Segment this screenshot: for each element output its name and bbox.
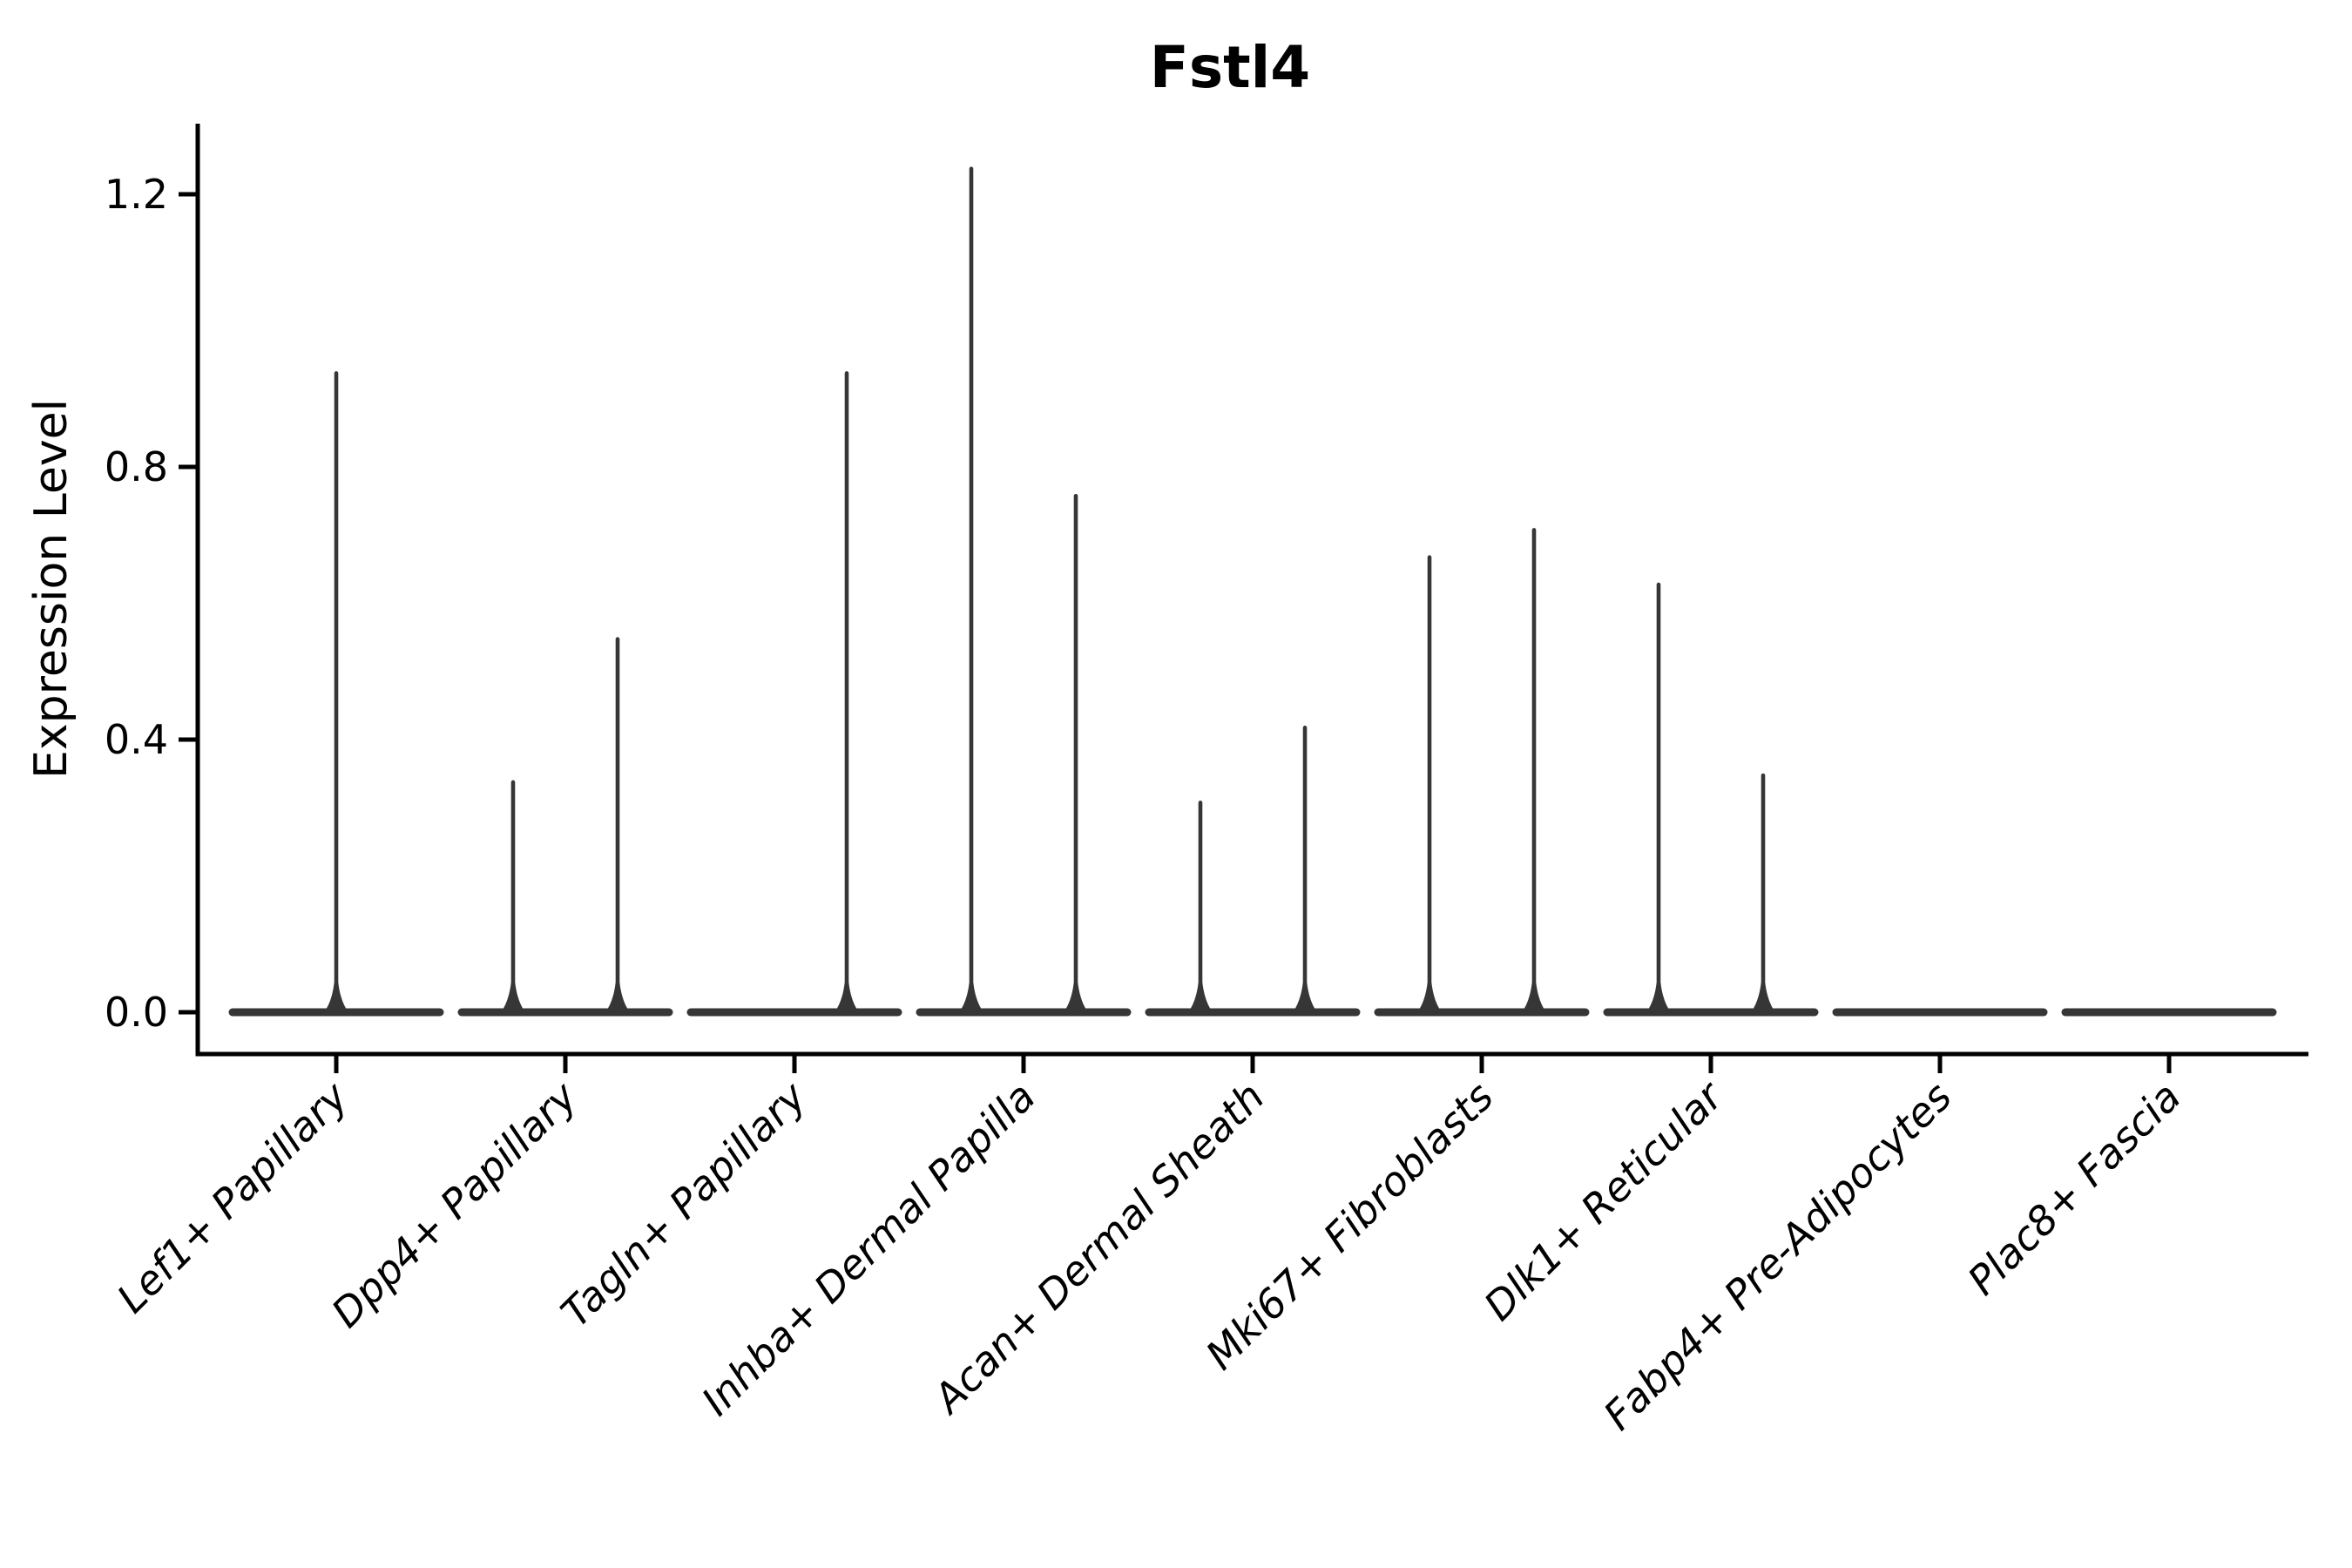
- violins-layer: [228, 166, 2277, 1017]
- violin-spike-flare: [1293, 983, 1317, 1012]
- violin-spike-flare: [1188, 983, 1213, 1012]
- violin-spike-flare: [1522, 983, 1546, 1012]
- x-tick-label: Plac8+ Fascia: [1958, 1073, 2189, 1304]
- violin-spike-flare: [605, 983, 630, 1012]
- chart-title: Fstl4: [1150, 34, 1310, 101]
- y-axis-label: Expression Level: [25, 399, 78, 779]
- y-tick-label: 0.8: [105, 443, 168, 490]
- violin-spike-flare: [1417, 983, 1442, 1012]
- violin-spike-flare: [1646, 983, 1671, 1012]
- violin-spike-flare: [959, 983, 983, 1012]
- violin-spike-flare: [1064, 983, 1088, 1012]
- axes-layer: [179, 124, 2308, 1073]
- x-tick-label: Lef1+ Papillary: [108, 1072, 357, 1321]
- y-tick-label: 1.2: [105, 171, 168, 218]
- x-tick-label: Dlk1+ Reticular: [1475, 1071, 1734, 1329]
- y-tick-label: 0.4: [105, 716, 168, 763]
- violin-spike-flare: [835, 983, 859, 1012]
- violin-spike-flare: [1751, 983, 1775, 1012]
- y-tick-label: 0.0: [105, 989, 168, 1036]
- x-tick-label: Tagln+ Papillary: [551, 1072, 815, 1336]
- violin-spike-flare: [324, 983, 348, 1012]
- violin-spike-flare: [501, 983, 525, 1012]
- x-tick-label: Dpp4+ Papillary: [322, 1072, 586, 1336]
